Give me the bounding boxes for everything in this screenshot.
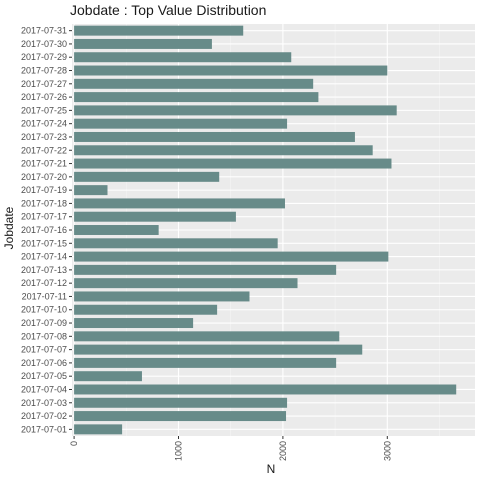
bar-2017-07-30: [74, 38, 212, 49]
bar-2017-07-31: [74, 25, 244, 36]
bar-2017-07-24: [74, 118, 288, 129]
y-tick-label: 2017-07-01: [21, 424, 67, 434]
y-tick-label: 2017-07-08: [21, 331, 67, 341]
y-tick-label: 2017-07-14: [21, 252, 67, 262]
y-tick-label: 2017-07-10: [21, 305, 67, 315]
bar-2017-07-22: [74, 145, 373, 156]
bar-2017-07-23: [74, 131, 355, 142]
y-tick-label: 2017-07-20: [21, 172, 67, 182]
y-tick-label: 2017-07-30: [21, 39, 67, 49]
x-axis-label: N: [267, 462, 276, 476]
bar-2017-07-06: [74, 357, 337, 368]
bar-2017-07-12: [74, 278, 298, 289]
bar-2017-07-11: [74, 291, 250, 302]
y-tick-label: 2017-07-24: [21, 119, 67, 129]
x-tick-label: 0: [69, 441, 79, 446]
bar-2017-07-17: [74, 211, 236, 222]
bar-2017-07-02: [74, 411, 287, 422]
x-tick-label: 1000: [173, 441, 183, 461]
bar-2017-07-15: [74, 238, 278, 249]
y-axis-label: Jobdate: [2, 206, 16, 249]
y-tick-label: 2017-07-29: [21, 52, 67, 62]
chart-title: Jobdate : Top Value Distribution: [70, 2, 266, 18]
bar-2017-07-16: [74, 225, 159, 235]
y-axis-ticks: 2017-07-01 2017-07-02 2017-07-03 2017-07-04…: [21, 26, 72, 434]
bar-2017-07-26: [74, 92, 319, 103]
bar-2017-07-21: [74, 158, 392, 169]
y-tick-label: 2017-07-31: [21, 26, 67, 36]
bar-2017-07-09: [74, 318, 194, 329]
bar-2017-07-25: [74, 105, 397, 116]
y-tick-label: 2017-07-06: [21, 358, 67, 368]
y-tick-label: 2017-07-28: [21, 66, 67, 76]
bar-2017-07-19: [74, 185, 108, 196]
bar-2017-07-10: [74, 304, 218, 315]
bar-2017-07-05: [74, 371, 142, 382]
y-tick-label: 2017-07-25: [21, 105, 67, 115]
bar-2017-07-18: [74, 198, 285, 209]
y-tick-label: 2017-07-16: [21, 225, 67, 235]
y-tick-label: 2017-07-15: [21, 238, 67, 248]
bar-2017-07-13: [74, 264, 337, 275]
y-tick-label: 2017-07-12: [21, 278, 67, 288]
y-tick-label: 2017-07-05: [21, 371, 67, 381]
y-tick-label: 2017-07-21: [21, 159, 67, 169]
y-tick-label: 2017-07-27: [21, 79, 67, 89]
y-tick-label: 2017-07-13: [21, 265, 67, 275]
y-tick-label: 2017-07-23: [21, 132, 67, 142]
x-tick-label: 3000: [382, 441, 392, 461]
bar-2017-07-07: [74, 344, 363, 355]
bar-2017-07-20: [74, 171, 220, 182]
bar-2017-07-28: [74, 65, 388, 76]
bar-2017-07-03: [74, 397, 288, 408]
y-tick-label: 2017-07-22: [21, 145, 67, 155]
y-tick-label: 2017-07-03: [21, 398, 67, 408]
x-tick-label: 2000: [278, 441, 288, 461]
y-tick-label: 2017-07-02: [21, 411, 67, 421]
y-tick-label: 2017-07-07: [21, 345, 67, 355]
y-tick-label: 2017-07-19: [21, 185, 67, 195]
bar-2017-07-08: [74, 331, 340, 342]
bar-2017-07-14: [74, 251, 389, 262]
y-tick-label: 2017-07-09: [21, 318, 67, 328]
y-tick-label: 2017-07-18: [21, 198, 67, 208]
bars: [74, 25, 457, 435]
x-axis-ticks: 0 1000 2000 3000: [69, 436, 392, 461]
y-tick-label: 2017-07-11: [22, 291, 67, 301]
bar-2017-07-29: [74, 52, 292, 63]
bar-2017-07-01: [74, 424, 123, 435]
y-tick-label: 2017-07-17: [21, 212, 67, 222]
y-tick-label: 2017-07-26: [21, 92, 67, 102]
bar-2017-07-04: [74, 384, 457, 395]
y-tick-label: 2017-07-04: [21, 384, 67, 394]
bar-2017-07-27: [74, 78, 314, 89]
